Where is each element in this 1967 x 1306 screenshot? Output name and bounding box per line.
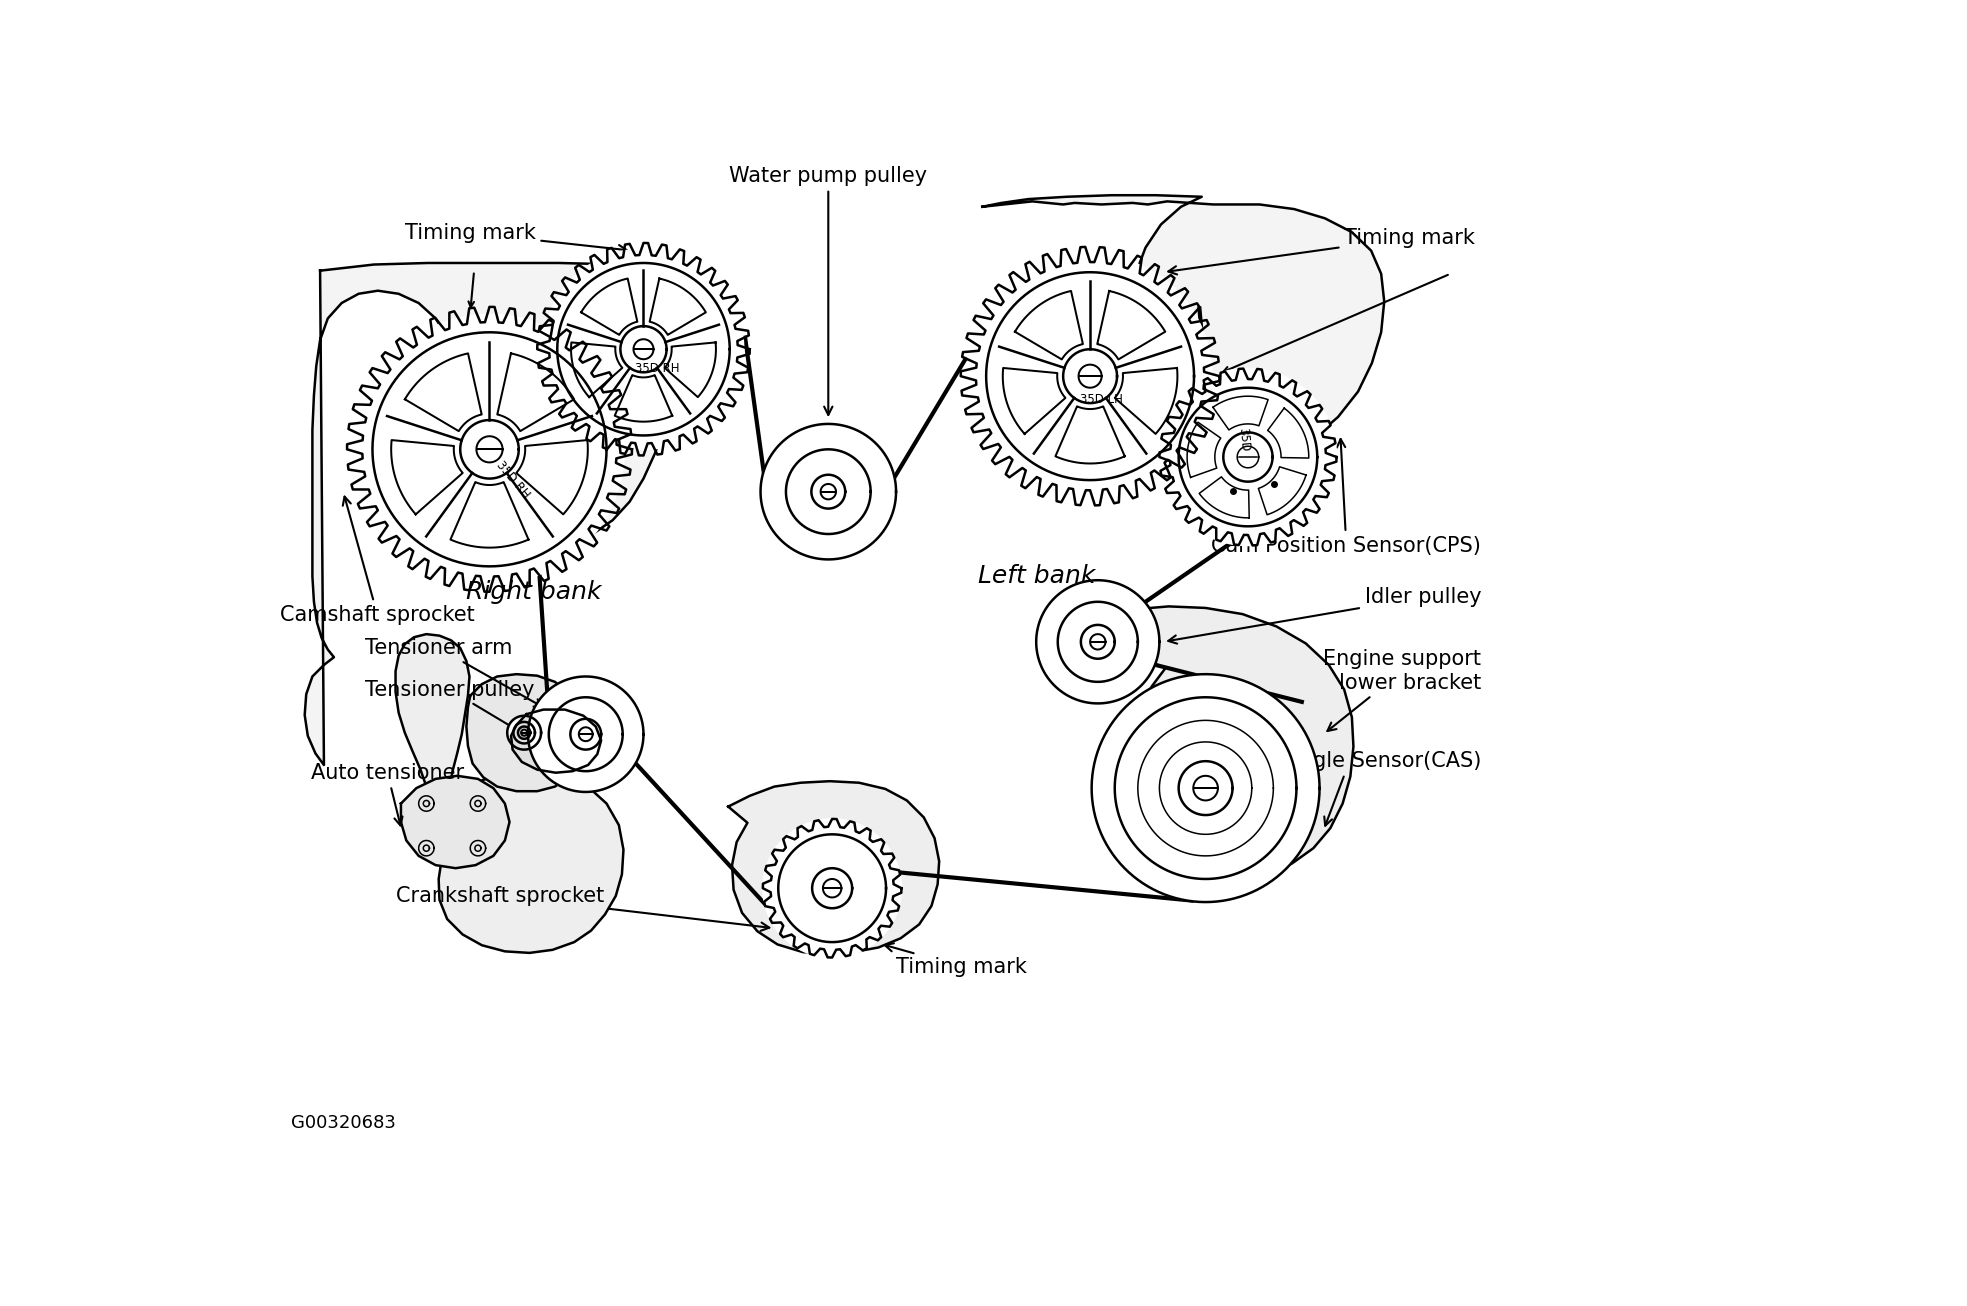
Polygon shape xyxy=(1037,580,1159,704)
Polygon shape xyxy=(665,342,716,397)
Polygon shape xyxy=(728,781,938,953)
Text: Idler pulley: Idler pulley xyxy=(1168,588,1481,644)
Polygon shape xyxy=(466,674,584,791)
Polygon shape xyxy=(580,278,637,334)
Polygon shape xyxy=(763,819,901,957)
Text: Auto tensioner: Auto tensioner xyxy=(311,763,464,825)
Text: Camshaft sprocket: Camshaft sprocket xyxy=(279,496,474,624)
Text: Timing mark: Timing mark xyxy=(405,223,627,253)
Polygon shape xyxy=(761,424,897,559)
Text: Tensioner arm: Tensioner arm xyxy=(364,637,543,707)
Polygon shape xyxy=(616,375,673,422)
Text: Engine support
lower bracket: Engine support lower bracket xyxy=(1324,649,1481,731)
Polygon shape xyxy=(391,440,462,515)
Polygon shape xyxy=(527,677,643,791)
Polygon shape xyxy=(1003,368,1066,434)
Text: 35D: 35D xyxy=(1237,427,1251,453)
Text: Timing mark: Timing mark xyxy=(885,943,1027,977)
Polygon shape xyxy=(982,195,1385,457)
Text: Cam Position Sensor(CPS): Cam Position Sensor(CPS) xyxy=(1212,439,1481,555)
Polygon shape xyxy=(968,255,1212,498)
Polygon shape xyxy=(1188,422,1222,478)
Text: Crank Angle Sensor(CAS): Crank Angle Sensor(CAS) xyxy=(1218,751,1481,825)
Polygon shape xyxy=(498,354,574,431)
Text: Crankshaft sprocket: Crankshaft sprocket xyxy=(395,885,769,931)
Text: 35D RH: 35D RH xyxy=(494,458,531,502)
Polygon shape xyxy=(1056,406,1125,464)
Text: Right bank: Right bank xyxy=(466,580,602,603)
Polygon shape xyxy=(1115,368,1178,434)
Polygon shape xyxy=(405,354,482,431)
Polygon shape xyxy=(1267,409,1308,458)
Polygon shape xyxy=(395,635,470,804)
Text: 35D LH: 35D LH xyxy=(1080,393,1123,406)
Text: Left bank: Left bank xyxy=(978,564,1096,589)
Polygon shape xyxy=(543,249,744,449)
Text: Timing mark: Timing mark xyxy=(1168,227,1475,274)
Polygon shape xyxy=(305,263,681,765)
Polygon shape xyxy=(1066,606,1353,876)
Polygon shape xyxy=(401,776,509,868)
Polygon shape xyxy=(649,278,706,334)
Text: G00320683: G00320683 xyxy=(291,1114,395,1132)
Polygon shape xyxy=(439,773,624,953)
Polygon shape xyxy=(507,716,541,750)
Text: 35D RH: 35D RH xyxy=(635,362,681,375)
Polygon shape xyxy=(1200,477,1249,518)
Polygon shape xyxy=(1159,368,1336,546)
Polygon shape xyxy=(354,315,624,584)
Polygon shape xyxy=(1259,466,1306,515)
Polygon shape xyxy=(515,440,588,515)
Polygon shape xyxy=(1092,674,1320,902)
Text: Tensioner pulley: Tensioner pulley xyxy=(364,679,535,731)
Polygon shape xyxy=(1214,396,1269,430)
Text: Water pump pulley: Water pump pulley xyxy=(730,166,926,415)
Polygon shape xyxy=(570,342,622,397)
Polygon shape xyxy=(450,482,529,547)
Polygon shape xyxy=(1015,291,1084,359)
Polygon shape xyxy=(511,709,602,773)
Polygon shape xyxy=(1098,291,1164,359)
